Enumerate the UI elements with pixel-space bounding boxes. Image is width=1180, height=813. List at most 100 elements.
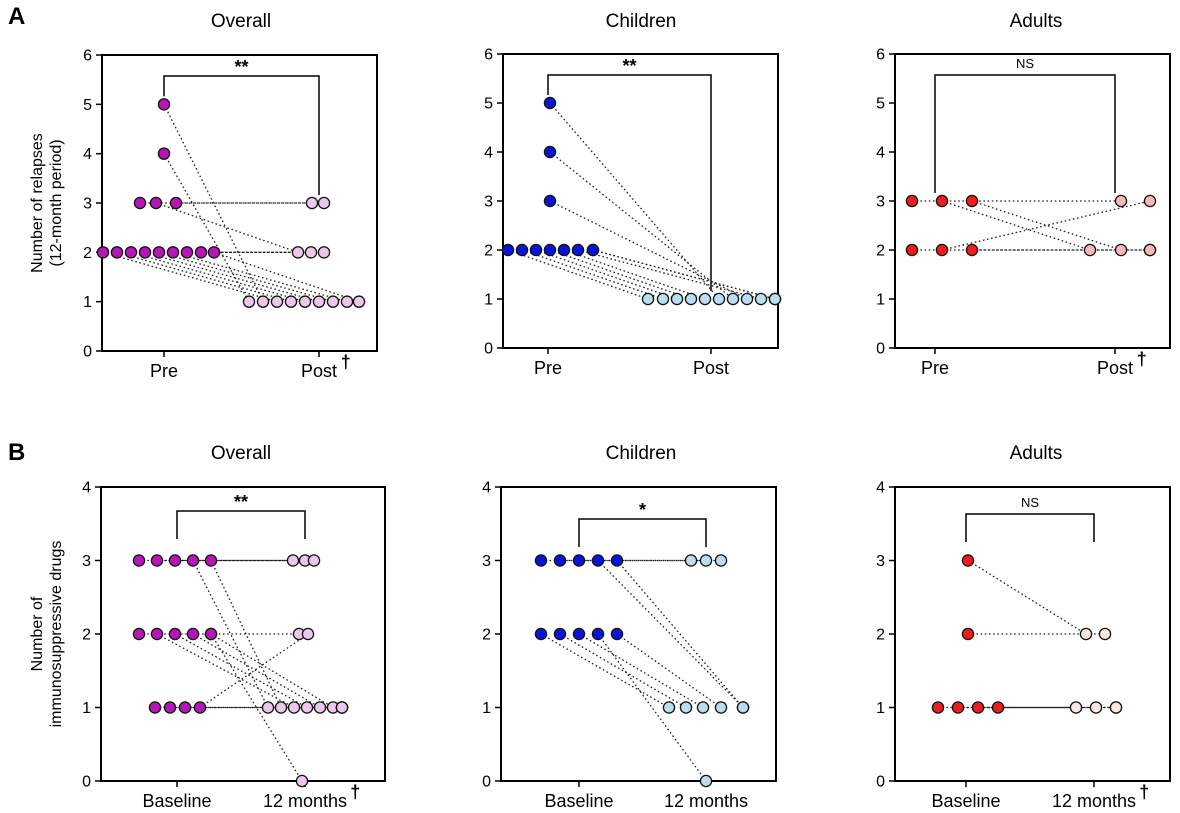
data-point-post [304,246,318,259]
y-tick-label: 5 [876,96,885,113]
paired-line [971,200,1122,251]
data-point-post [335,701,349,714]
y-tick-label: 1 [482,700,491,717]
x-category-label: Pre [534,358,562,378]
data-point-post [1114,243,1128,257]
data-point-pre [149,196,163,210]
paired-line [597,560,744,708]
paired-line [549,102,720,300]
x-category-label: Post [301,361,337,381]
x-category-label: 12 months [1052,791,1136,811]
data-point-pre [207,246,221,259]
dagger-mark: † [1137,349,1147,369]
y-tick-label: 0 [876,341,885,358]
data-point-post [699,554,713,567]
data-point-post [313,701,327,714]
data-point-post [641,292,655,306]
chart-panel-6: Adults 0 1 2 3 4 Baseline 12 months † NS [876,443,1171,811]
data-point-pre [610,554,624,567]
paired-line [210,560,282,708]
data-point-pre [204,554,218,567]
data-point-pre [169,196,183,210]
paired-line [144,251,320,303]
data-point-post [684,554,698,567]
significance-bracket [934,74,1116,193]
data-point-pre [610,627,624,641]
data-point-pre [991,701,1005,714]
data-point-pre [96,246,110,259]
data-point-pre [157,98,171,111]
y-tick-label: 4 [876,480,885,497]
data-point-post [699,774,713,788]
chart-title: Children [606,443,677,464]
y-axis-label: immunosuppressive drugs [48,541,65,728]
data-point-post [312,295,326,308]
data-point-post [1109,701,1123,714]
y-tick-label: 2 [82,627,91,644]
paired-line [559,633,687,709]
y-tick-label: 3 [83,196,92,213]
paired-line [192,633,321,709]
x-category-label: Baseline [931,791,1000,811]
data-point-pre [186,627,200,641]
y-tick-label: 2 [83,245,92,262]
data-point-pre [543,194,557,208]
data-point-pre [965,194,979,208]
y-tick-label: 6 [876,47,885,64]
significance-label: NS [1016,56,1034,71]
data-point-post [284,295,298,308]
data-point-post [298,295,312,308]
y-tick-label: 1 [876,700,885,717]
data-point-post [287,701,301,714]
paired-line [163,104,264,302]
y-tick-label: 3 [82,553,91,570]
data-point-pre [586,243,600,257]
data-point-pre [148,701,162,714]
paired-line [549,249,692,300]
data-point-pre [168,554,182,567]
paired-line [597,633,707,782]
data-point-post [274,701,288,714]
paired-line [210,633,334,709]
y-tick-label: 2 [484,243,493,260]
significance-label: * [639,500,646,520]
data-point-post [714,701,728,714]
chart-panel-5: Children 0 1 2 3 4 Baseline 12 months * [482,443,777,811]
data-point-pre [931,701,945,714]
y-tick-label: 0 [83,344,92,361]
chart-title: Overall [211,443,271,464]
data-point-post [1069,701,1083,714]
data-point-post [270,295,284,308]
paired-line [156,633,295,709]
data-point-post [1143,243,1157,257]
data-point-pre [951,701,965,714]
data-point-pre [186,554,200,567]
y-tick-label: 4 [482,480,491,497]
significance-label: ** [234,492,248,512]
significance-bracket [965,513,1095,542]
data-point-pre [591,554,605,567]
data-point-pre [553,554,567,567]
data-point-post [307,554,321,567]
data-point-pre [124,246,138,259]
y-tick-label: 1 [82,700,91,717]
paired-line [507,249,649,300]
data-point-post [1083,243,1097,257]
data-point-post [1143,194,1157,208]
paired-line [616,633,722,709]
x-category-label: Pre [921,358,949,378]
x-category-label: Post [693,358,729,378]
data-point-post [300,701,314,714]
data-point-pre [110,246,124,259]
data-point-pre [935,243,949,257]
data-point-post [696,701,710,714]
y-tick-label: 4 [82,480,91,497]
data-point-post [326,295,340,308]
data-point-pre [543,96,557,110]
data-point-post [301,627,315,641]
data-point-post [726,292,740,306]
y-tick-label: 1 [83,294,92,311]
y-tick-label: 4 [876,145,885,162]
data-point-post [698,292,712,306]
